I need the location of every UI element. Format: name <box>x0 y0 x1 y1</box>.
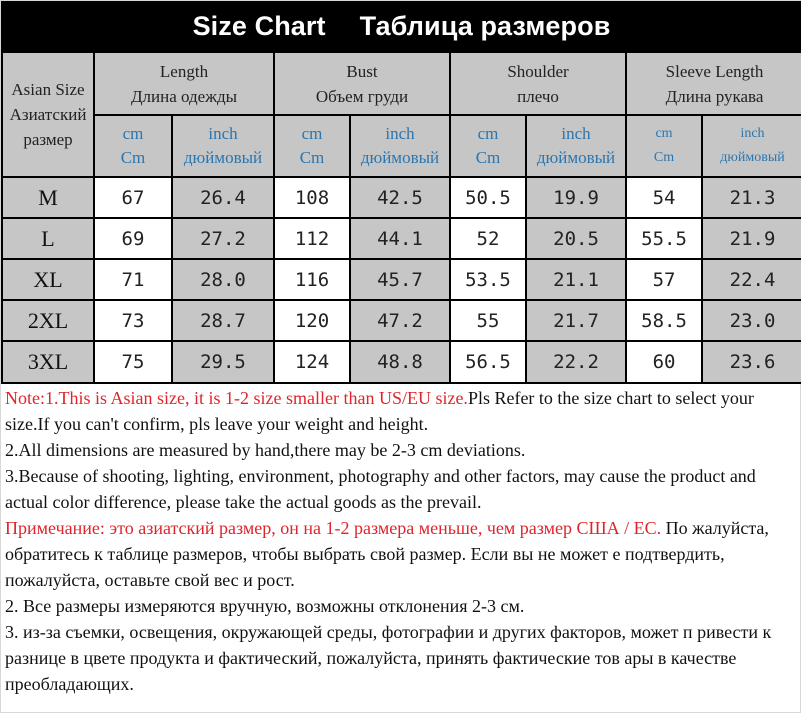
value-cell: 55.5 <box>625 217 704 260</box>
table-row: M 67 26.4 108 42.5 50.5 19.9 54 21.3 <box>1 176 801 219</box>
value-cell: 21.9 <box>701 217 801 260</box>
note-en-3: 3.Because of shooting, lighting, environ… <box>5 466 756 512</box>
note-ru-1-warning: Примечание: это азиатский размер, он на … <box>5 518 662 538</box>
unit-cm: cm Cm <box>93 114 173 178</box>
value-cell: 57 <box>625 258 704 301</box>
value-cell: 42.5 <box>349 176 451 219</box>
value-cell: 71 <box>93 258 173 301</box>
value-cell: 29.5 <box>171 340 275 384</box>
note-ru-1: Примечание: это азиатский размер, он на … <box>5 515 798 593</box>
value-cell: 26.4 <box>171 176 275 219</box>
value-cell: 116 <box>273 258 351 301</box>
value-cell: 52 <box>449 217 527 260</box>
note-ru-1-text: По жалуйста, обратитесь к таблице размер… <box>5 518 769 590</box>
sleeve-length-header: Sleeve Length Длина рукава <box>625 51 801 116</box>
value-cell: 21.1 <box>524 258 628 301</box>
value-cell: 53.5 <box>449 258 527 301</box>
value-cell: 21.7 <box>524 299 628 342</box>
size-label: XL <box>1 258 95 301</box>
value-cell: 69 <box>93 217 173 260</box>
value-cell: 28.0 <box>171 258 275 301</box>
note-en-1-warning: Note:1.This is Asian size, it is 1-2 siz… <box>5 388 468 408</box>
note-ru-3: 3. из-за съемки, освещения, окружающей с… <box>5 622 772 694</box>
value-cell: 48.8 <box>349 340 451 384</box>
value-cell: 60 <box>625 340 704 384</box>
note-en-1-text: Pls Refer to the size chart to select yo… <box>5 388 754 434</box>
note-ru-2: 2. Все размеры измеряются вручную, возмо… <box>5 596 525 616</box>
value-cell: 124 <box>273 340 351 384</box>
unit-inch: inch дюймовый <box>701 114 801 178</box>
value-cell: 47.2 <box>349 299 451 342</box>
note-en-1: Note:1.This is Asian size, it is 1-2 siz… <box>5 385 798 437</box>
unit-inch: inch дюймовый <box>524 114 628 178</box>
value-cell: 23.6 <box>701 340 801 384</box>
bust-header: Bust Объем груди <box>273 51 451 116</box>
table-row: 2XL 73 28.7 120 47.2 55 21.7 58.5 23.0 <box>1 299 801 342</box>
unit-cm: cm Cm <box>449 114 527 178</box>
value-cell: 21.3 <box>701 176 801 219</box>
value-cell: 50.5 <box>449 176 527 219</box>
table-row: 3XL 75 29.5 124 48.8 56.5 22.2 60 23.6 <box>1 340 801 384</box>
size-column-header: Asian Size Азиатский размер <box>1 51 95 178</box>
value-cell: 58.5 <box>625 299 704 342</box>
table-row: XL 71 28.0 116 45.7 53.5 21.1 57 22.4 <box>1 258 801 301</box>
value-cell: 22.4 <box>701 258 801 301</box>
value-cell: 73 <box>93 299 173 342</box>
value-cell: 112 <box>273 217 351 260</box>
value-cell: 54 <box>625 176 704 219</box>
size-label: 3XL <box>1 340 95 384</box>
value-cell: 55 <box>449 299 527 342</box>
unit-cm: cm Cm <box>625 114 704 178</box>
value-cell: 19.9 <box>524 176 628 219</box>
notes-section: Note:1.This is Asian size, it is 1-2 siz… <box>5 385 798 697</box>
value-cell: 67 <box>93 176 173 219</box>
size-label: L <box>1 217 95 260</box>
note-en-2: 2.All dimensions are measured by hand,th… <box>5 440 526 460</box>
unit-row: cm Cm inch дюймовый cm Cm inch дюймовый cm Cm… <box>2 114 801 178</box>
value-cell: 23.0 <box>701 299 801 342</box>
value-cell: 120 <box>273 299 351 342</box>
title-ru: Таблица размеров <box>359 10 611 41</box>
value-cell: 108 <box>273 176 351 219</box>
title-en: Size Chart <box>192 10 326 41</box>
value-cell: 28.7 <box>171 299 275 342</box>
value-cell: 20.5 <box>524 217 628 260</box>
value-cell: 75 <box>93 340 173 384</box>
header-row: Asian Size Азиатский размер Length Длина… <box>1 51 801 178</box>
value-cell: 44.1 <box>349 217 451 260</box>
unit-inch: inch дюймовый <box>349 114 451 178</box>
size-label: 2XL <box>1 299 95 342</box>
value-cell: 22.2 <box>524 340 628 384</box>
title-bar: Size Chart Таблица размеров <box>1 1 801 51</box>
value-cell: 27.2 <box>171 217 275 260</box>
value-cell: 45.7 <box>349 258 451 301</box>
value-cell: 56.5 <box>449 340 527 384</box>
size-table: Asian Size Азиатский размер Length Длина… <box>1 51 801 384</box>
table-row: L 69 27.2 112 44.1 52 20.5 55.5 21.9 <box>1 217 801 260</box>
length-header: Length Длина одежды <box>93 51 275 116</box>
shoulder-header: Shoulder плечо <box>448 51 628 116</box>
unit-cm: cm Cm <box>273 114 351 178</box>
unit-inch: inch дюймовый <box>171 114 275 178</box>
size-label: M <box>1 176 95 219</box>
